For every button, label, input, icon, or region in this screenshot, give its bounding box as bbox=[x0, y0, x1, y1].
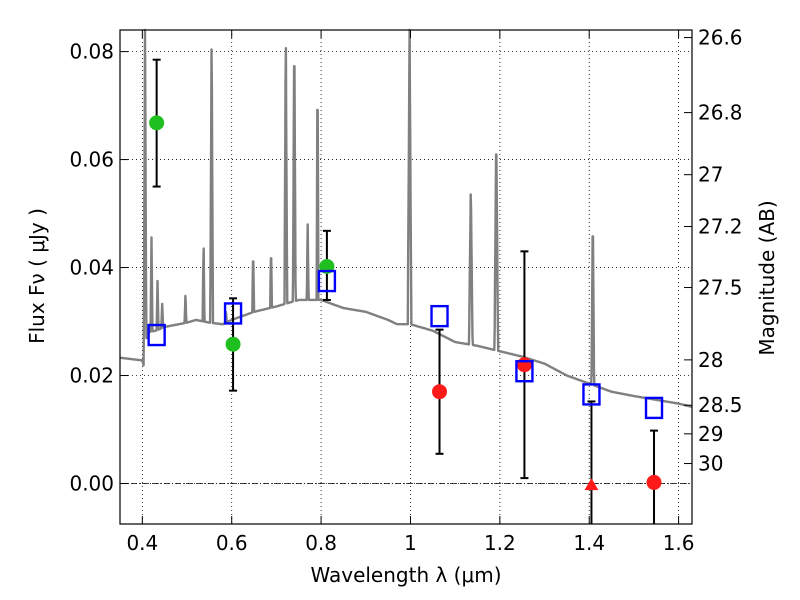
plot-frame bbox=[119, 29, 693, 525]
error-bars bbox=[152, 58, 659, 524]
axis-ticks bbox=[120, 30, 692, 524]
x-tick-label: 1.6 bbox=[663, 531, 695, 555]
y-axis-label: Flux Fν ( μJy ) bbox=[25, 208, 49, 344]
green-data-point bbox=[149, 115, 165, 131]
model-square-marker bbox=[515, 360, 534, 383]
y2-tick-label: 29 bbox=[698, 422, 723, 446]
y2-tick-label: 28.5 bbox=[698, 393, 743, 417]
grid bbox=[120, 30, 692, 524]
x-axis-label: Wavelength λ (μm) bbox=[310, 563, 501, 587]
y-tick-label: 0.04 bbox=[69, 256, 114, 280]
x-tick-label: 1.4 bbox=[573, 531, 605, 555]
y2-tick-label: 27.2 bbox=[698, 215, 743, 239]
model-spectrum bbox=[119, 28, 693, 408]
y-tick-label: 0.06 bbox=[69, 148, 114, 172]
spectrum-line bbox=[119, 28, 693, 408]
upper-limit-triangle bbox=[584, 478, 599, 491]
model-square-marker bbox=[582, 383, 601, 406]
y-tick-label: 0.02 bbox=[69, 364, 114, 388]
y2-tick-label: 26.6 bbox=[698, 26, 743, 50]
x-tick-label: 0.4 bbox=[126, 531, 158, 555]
y2-axis-label: Magnitude (AB) bbox=[755, 200, 779, 355]
y2-tick-label: 27 bbox=[698, 163, 723, 187]
x-tick-labels: 0.4 0.6 0.8 1 1.2 1.4 1.6 bbox=[126, 531, 694, 555]
model-square-marker bbox=[430, 304, 449, 328]
y2-tick-labels: 26.6 26.8 27 27.2 27.5 28 28.5 29 30 bbox=[698, 26, 743, 476]
y2-tick-label: 30 bbox=[698, 452, 723, 476]
x-tick-label: 0.6 bbox=[216, 531, 248, 555]
data-points bbox=[147, 115, 664, 491]
y-tick-labels: 0.00 0.02 0.04 0.06 0.08 bbox=[69, 40, 114, 496]
model-square-marker bbox=[644, 396, 664, 420]
x-tick-label: 0.8 bbox=[305, 531, 337, 555]
red-data-point bbox=[516, 357, 532, 373]
y2-tick-label: 27.5 bbox=[698, 276, 743, 300]
y2-tick-label: 26.8 bbox=[698, 101, 743, 125]
red-data-point bbox=[432, 384, 448, 400]
y2-tick-label: 28 bbox=[698, 348, 723, 372]
green-data-point bbox=[225, 336, 241, 352]
x-tick-label: 1 bbox=[404, 531, 417, 555]
y-tick-label: 0.08 bbox=[69, 40, 114, 64]
red-data-point bbox=[646, 474, 662, 490]
x-tick-label: 1.2 bbox=[484, 531, 516, 555]
model-square-marker bbox=[147, 323, 166, 347]
model-square-marker bbox=[223, 302, 243, 325]
y-tick-label: 0.00 bbox=[69, 472, 114, 496]
model-square-marker bbox=[317, 269, 337, 293]
